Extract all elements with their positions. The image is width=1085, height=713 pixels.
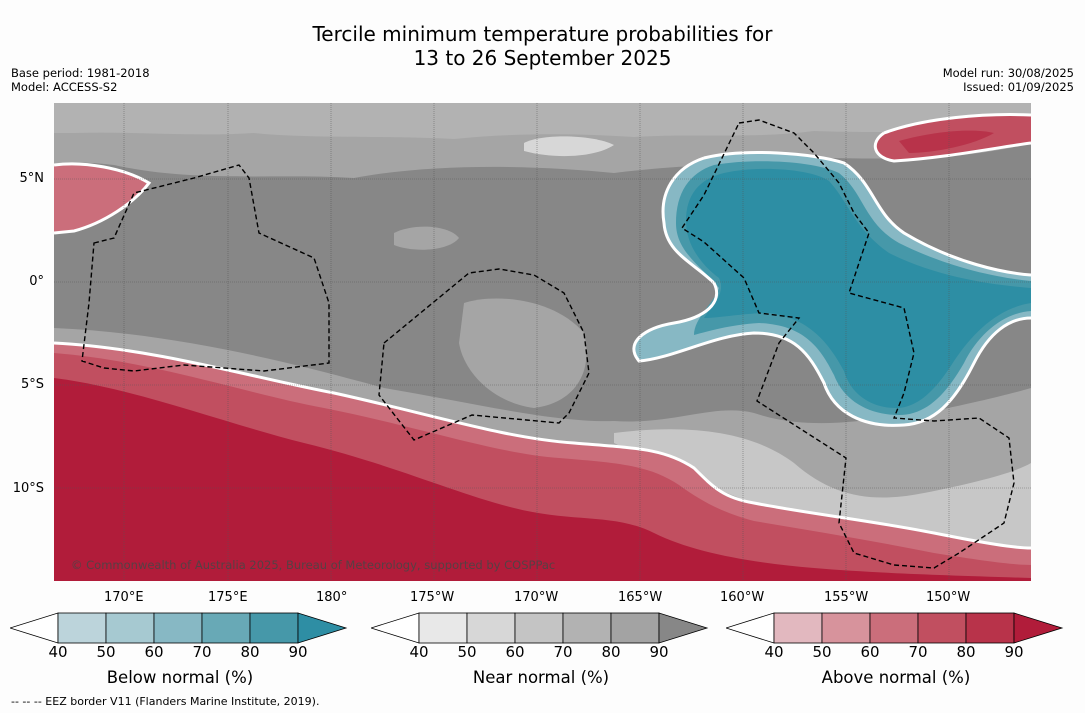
- colorbar-tick-label: 40: [48, 643, 68, 661]
- colorbar-tick-label: 60: [860, 643, 880, 661]
- near-normal-mid-patch-central: [459, 298, 587, 408]
- colorbar-tick-label: 90: [288, 643, 308, 661]
- near-normal-light-region-south: [614, 429, 1031, 550]
- colorbar-tick-label: 60: [505, 643, 525, 661]
- lon-tick-165w: 165°W: [618, 590, 663, 605]
- near-normal-mid-patch-west: [394, 226, 459, 250]
- colorbar-tick-label: 80: [601, 643, 621, 661]
- colorbar-above-normal: [726, 612, 1064, 644]
- colorbar-segment: [562, 612, 612, 644]
- colorbar-tick-label: 60: [144, 643, 164, 661]
- colorbar-segment: [917, 612, 967, 644]
- colorbar-label-below: Below normal (%): [106, 668, 254, 687]
- colorbar-extend-high: [297, 612, 348, 644]
- colorbar-segment: [153, 612, 203, 644]
- colorbar-extend-low: [10, 612, 59, 644]
- base-period: Base period: 1981-2018: [11, 66, 150, 80]
- lon-tick-170e: 170°E: [104, 590, 144, 605]
- lat-tick-10s: 10°S: [12, 481, 44, 496]
- colorbar-tick-label: 40: [409, 643, 429, 661]
- chart-title: Tercile minimum temperature probabilitie…: [0, 22, 1085, 70]
- colorbar-segment: [57, 612, 107, 644]
- colorbar-segment: [466, 612, 516, 644]
- lon-tick-160w: 160°W: [720, 590, 765, 605]
- tercile-boundary-northeast: [873, 113, 1031, 163]
- colorbar-segment: [418, 612, 468, 644]
- colorbar-tick-label: 90: [1004, 643, 1024, 661]
- colorbar-tick-label: 70: [192, 643, 212, 661]
- colorbar-segment: [249, 612, 299, 644]
- copyright-text: © Commonwealth of Australia 2025, Bureau…: [71, 558, 555, 572]
- above-normal-region-core: [54, 378, 1031, 581]
- colorbar-near-normal: [371, 612, 709, 644]
- lon-tick-155w: 155°W: [824, 590, 869, 605]
- colorbar-tick-label: 50: [457, 643, 477, 661]
- title-line-2: 13 to 26 September 2025: [413, 46, 672, 70]
- issued-date: Issued: 01/09/2025: [963, 80, 1074, 94]
- lat-tick-5s: 5°S: [20, 377, 44, 392]
- colorbar-tick-label: 70: [908, 643, 928, 661]
- colorbar-tick-label: 80: [956, 643, 976, 661]
- colorbar-extend-low: [726, 612, 775, 644]
- colorbar-extend-high: [658, 612, 709, 644]
- lat-tick-5n: 5°N: [19, 171, 45, 186]
- lon-tick-175w: 175°W: [410, 590, 455, 605]
- map-gridlines: [54, 103, 1031, 581]
- colorbar-segment: [201, 612, 251, 644]
- colorbar-segment: [869, 612, 919, 644]
- colorbar-tick-label: 70: [553, 643, 573, 661]
- below-normal-region-core: [686, 168, 1031, 408]
- colorbar-tick-label: 40: [764, 643, 784, 661]
- above-normal-patch-west: [54, 163, 149, 233]
- tercile-boundary-south: [54, 341, 1031, 550]
- lat-tick-0: 0°: [29, 274, 44, 289]
- colorbar-label-near: Near normal (%): [472, 668, 610, 687]
- colorbar-label-above: Above normal (%): [821, 668, 971, 687]
- probability-map: © Commonwealth of Australia 2025, Bureau…: [54, 103, 1031, 581]
- title-line-1: Tercile minimum temperature probabilitie…: [312, 22, 773, 46]
- colorbar-segment: [514, 612, 564, 644]
- colorbar-tick-label: 80: [240, 643, 260, 661]
- colorbar-extend-low: [371, 612, 420, 644]
- meta-left: Base period: 1981-2018 Model: ACCESS-S2: [11, 66, 150, 94]
- colorbar-below-normal: [10, 612, 348, 644]
- eez-borders: [81, 119, 1015, 569]
- lon-tick-180: 180°: [316, 590, 348, 605]
- colorbar-segment: [965, 612, 1015, 644]
- lon-tick-175e: 175°E: [208, 590, 248, 605]
- lon-tick-150w: 150°W: [926, 590, 971, 605]
- colorbar-segment: [821, 612, 871, 644]
- colorbar-tick-label: 50: [96, 643, 116, 661]
- model-run: Model run: 30/08/2025: [942, 66, 1074, 80]
- above-normal-core-northeast: [899, 130, 994, 153]
- meta-right: Model run: 30/08/2025 Issued: 01/09/2025: [943, 66, 1074, 94]
- model-name: Model: ACCESS-S2: [11, 80, 118, 94]
- colorbar-tick-label: 50: [812, 643, 832, 661]
- lon-tick-170w: 170°W: [514, 590, 559, 605]
- colorbar-segment: [610, 612, 660, 644]
- tercile-boundary-blue: [632, 151, 1031, 427]
- colorbar-segment: [773, 612, 823, 644]
- near-normal-light-patch: [524, 136, 614, 157]
- footnote-eez: -- -- -- EEZ border V11 (Flanders Marine…: [11, 695, 320, 708]
- colorbar-segment: [105, 612, 155, 644]
- colorbar-extend-high: [1013, 612, 1064, 644]
- colorbar-tick-label: 90: [649, 643, 669, 661]
- tercile-boundary-west: [54, 162, 152, 235]
